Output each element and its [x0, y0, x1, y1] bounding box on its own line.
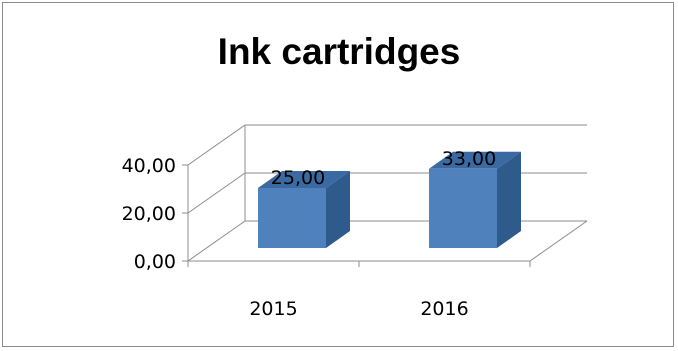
bar-top-2016 [429, 151, 521, 169]
x-tick-label-2015: 2015 [249, 298, 297, 320]
gridline-side-2 [187, 124, 246, 166]
bar-top-2015 [258, 171, 350, 188]
gridline-side-0 [187, 220, 246, 262]
y-tick-label-1: 20,00 [122, 203, 176, 225]
data-label-2015: 25,00 [271, 167, 325, 189]
gridline-side-1 [187, 172, 246, 214]
chart-title: Ink cartridges [217, 31, 461, 72]
bar-2016 [429, 168, 497, 248]
floor-right-edge [529, 220, 588, 262]
data-label-2016: 33,00 [442, 148, 496, 170]
y-tick-label-2: 40,00 [122, 155, 176, 177]
bar-side-2015 [326, 171, 350, 248]
bar-side-2016 [497, 151, 521, 248]
bar-2015 [258, 188, 326, 248]
x-tick-label-2016: 2016 [420, 298, 468, 320]
y-tick-label-0: 0,00 [134, 251, 176, 273]
